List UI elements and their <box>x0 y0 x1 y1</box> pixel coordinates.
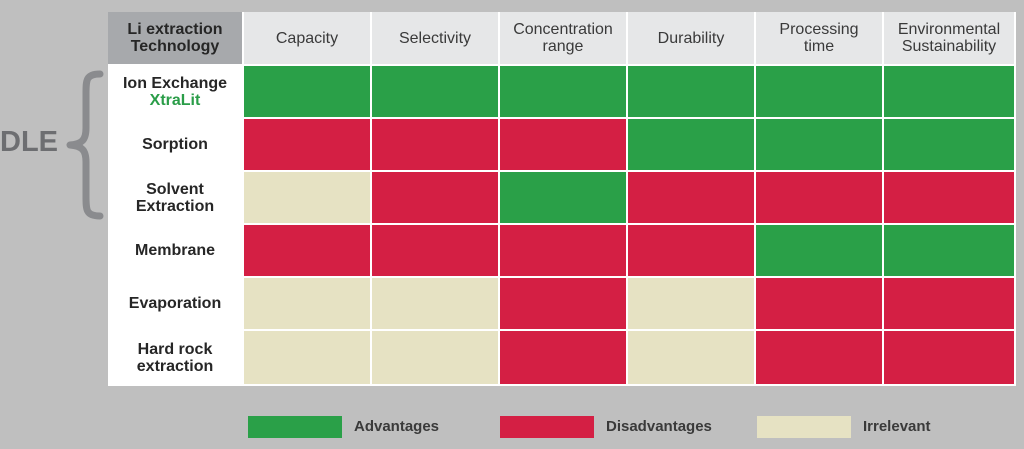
column-header: Capacity <box>244 12 370 64</box>
row-label-text: Membrane <box>134 242 216 259</box>
table-cell-disadvantages <box>628 225 754 276</box>
column-header: Environmental Sustainability <box>884 12 1014 64</box>
table-cell-disadvantages <box>884 172 1014 223</box>
table-cell-irrelevant <box>372 331 498 384</box>
legend-swatch-disadvantages <box>500 416 594 438</box>
table-cell-disadvantages <box>500 225 626 276</box>
table-cell-advantages <box>756 119 882 170</box>
table-cell-disadvantages <box>500 119 626 170</box>
row-label: Hard rock extraction <box>108 331 242 384</box>
table-cell-irrelevant <box>372 278 498 329</box>
table-cell-disadvantages <box>756 331 882 384</box>
legend-swatch-irrelevant <box>757 416 851 438</box>
row-label: Sorption <box>108 119 242 170</box>
table-cell-disadvantages <box>244 119 370 170</box>
row-label: Ion Exchange XtraLit <box>108 66 242 117</box>
table-cell-irrelevant <box>244 331 370 384</box>
row-label: Membrane <box>108 225 242 276</box>
table-cell-advantages <box>884 225 1014 276</box>
table-cell-irrelevant <box>244 278 370 329</box>
table-cell-disadvantages <box>500 278 626 329</box>
table-cell-disadvantages <box>244 225 370 276</box>
table-cell-disadvantages <box>884 278 1014 329</box>
curly-brace-icon <box>66 70 104 220</box>
column-header: Durability <box>628 12 754 64</box>
table-cell-irrelevant <box>244 172 370 223</box>
legend-swatch-advantages <box>248 416 342 438</box>
table-cell-advantages <box>244 66 370 117</box>
table-cell-advantages <box>500 172 626 223</box>
column-header: Selectivity <box>372 12 498 64</box>
table-cell-irrelevant <box>628 278 754 329</box>
legend: Advantages Disadvantages Irrelevant <box>0 416 1024 442</box>
row-label: Evaporation <box>108 278 242 329</box>
table-cell-disadvantages <box>628 172 754 223</box>
legend-label: Advantages <box>354 418 440 435</box>
table-cell-advantages <box>500 66 626 117</box>
row-label-text: Sorption <box>142 136 208 153</box>
row-label: Solvent Extraction <box>108 172 242 223</box>
table-cell-advantages <box>628 119 754 170</box>
table-cell-disadvantages <box>756 172 882 223</box>
legend-label: Irrelevant <box>863 418 931 435</box>
table-cell-advantages <box>884 66 1014 117</box>
dle-group-label: DLE <box>0 126 58 158</box>
brand-label: XtraLit <box>149 91 201 109</box>
table-cell-disadvantages <box>500 331 626 384</box>
row-label-text: Hard rock extraction <box>136 340 214 375</box>
legend-label: Disadvantages <box>606 418 712 435</box>
table-cell-advantages <box>756 225 882 276</box>
row-label-text: Ion Exchange <box>122 74 228 92</box>
table-cell-disadvantages <box>372 172 498 223</box>
table-cell-disadvantages <box>756 278 882 329</box>
table-cell-advantages <box>628 66 754 117</box>
row-label-text: Solvent Extraction <box>135 180 215 215</box>
table-cell-disadvantages <box>372 225 498 276</box>
corner-header: Li extraction Technology <box>108 12 242 64</box>
comparison-table: Li extraction Technology Capacity Selectiv… <box>108 12 1016 386</box>
table-cell-advantages <box>884 119 1014 170</box>
row-label-text: Evaporation <box>128 295 222 312</box>
table-cell-advantages <box>372 66 498 117</box>
column-header: Concentration range <box>500 12 626 64</box>
column-header: Processing time <box>756 12 882 64</box>
table-cell-disadvantages <box>884 331 1014 384</box>
table-cell-advantages <box>756 66 882 117</box>
table-cell-irrelevant <box>628 331 754 384</box>
table-cell-disadvantages <box>372 119 498 170</box>
